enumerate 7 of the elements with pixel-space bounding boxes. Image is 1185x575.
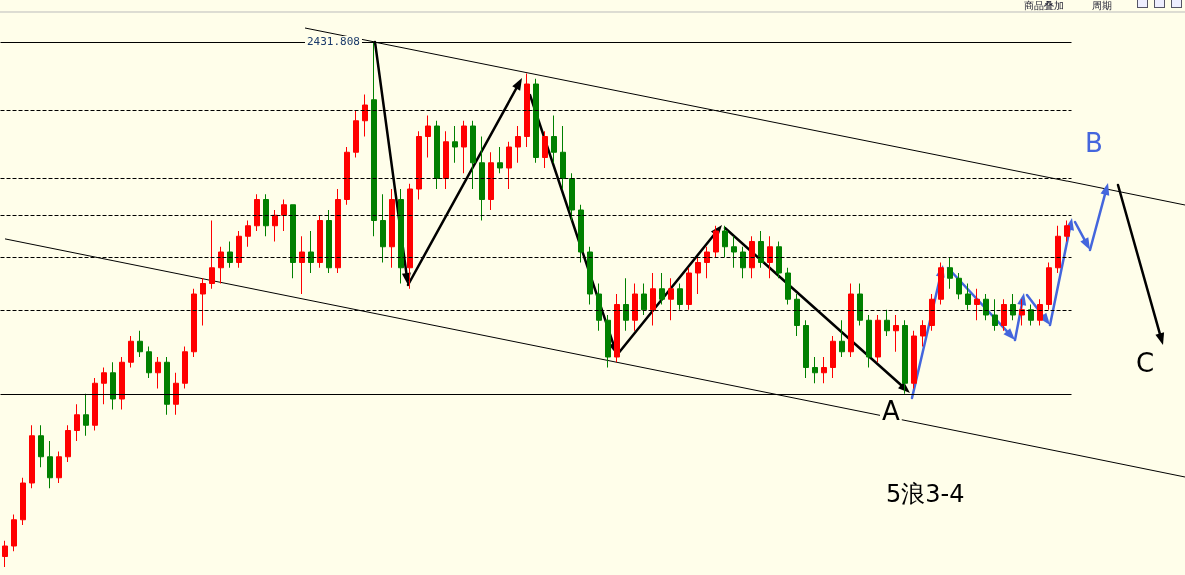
annotation: A: [882, 396, 900, 426]
text: 周期: [1092, 0, 1112, 11]
text: B: [1085, 128, 1103, 158]
annotation: 5浪3-4: [886, 480, 965, 508]
text: 商品叠加: [1024, 0, 1064, 11]
annotation: 2431.808: [307, 35, 360, 48]
text: C: [1136, 348, 1155, 378]
